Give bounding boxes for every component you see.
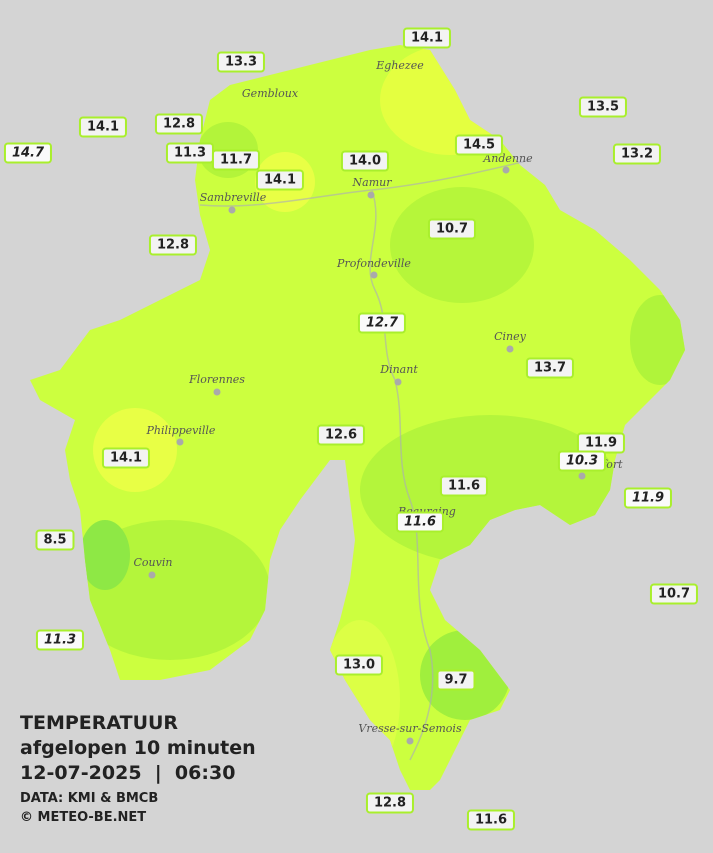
city-dot: [367, 191, 375, 199]
city-label: Namur: [352, 176, 393, 189]
city-label: Eghezee: [375, 59, 424, 72]
temperature-reading: 14.0: [340, 150, 390, 172]
city-dot: [506, 345, 514, 353]
temperature-reading: 12.8: [365, 792, 415, 814]
temperature-reading: 10.7: [649, 583, 699, 605]
city-label: Sambreville: [200, 191, 267, 204]
temperature-reading: 14.1: [402, 27, 452, 49]
temperature-reading: 11.9: [576, 432, 626, 454]
legend-source: DATA: KMI & BMCB: [20, 791, 159, 806]
cool-zone: [630, 295, 685, 385]
temperature-reading: 11.6: [395, 511, 445, 533]
legend-title: TEMPERATUUR: [20, 712, 179, 734]
city-dot: [176, 438, 184, 446]
city-dot: [502, 166, 510, 174]
temperature-reading: 14.5: [454, 134, 504, 156]
temperature-reading: 11.7: [211, 149, 261, 171]
warm-zone: [320, 620, 400, 780]
temperature-reading: 14.1: [101, 447, 151, 469]
temperature-reading: 14.1: [78, 116, 128, 138]
temperature-reading: 10.3: [557, 450, 607, 472]
cool-zone: [390, 187, 534, 303]
city-label: Philippeville: [146, 424, 216, 437]
temperature-reading: 12.7: [357, 312, 407, 334]
cities: EghezeeGemblouxAndenneNamurSambrevillePr…: [134, 59, 623, 745]
city-label: Florennes: [188, 373, 245, 386]
temperature-reading: 8.5: [35, 529, 75, 551]
cold-zone: [80, 520, 130, 590]
temperature-reading: 13.5: [578, 96, 628, 118]
city-dot: [213, 388, 221, 396]
city-dot: [370, 271, 378, 279]
legend-datetime: 12-07-2025 | 06:30: [20, 762, 236, 784]
temperature-reading: 11.6: [439, 475, 489, 497]
temperature-reading: 12.8: [154, 113, 204, 135]
legend-copyright: © METEO-BE.NET: [20, 810, 147, 825]
temperature-reading: 13.0: [334, 654, 384, 676]
temperature-reading: 12.6: [316, 424, 366, 446]
city-label: Gembloux: [242, 87, 299, 100]
river: [199, 159, 531, 761]
temperature-reading: 14.1: [255, 169, 305, 191]
temperature-reading: 11.6: [466, 809, 516, 831]
city-dot: [394, 378, 402, 386]
temperature-reading: 11.3: [165, 142, 215, 164]
temperature-reading: 12.8: [148, 234, 198, 256]
city-label: Couvin: [134, 556, 173, 569]
temperature-reading: 9.7: [436, 669, 476, 691]
temperature-reading: 13.2: [612, 143, 662, 165]
temperature-reading: 14.7: [3, 142, 53, 164]
city-label: Dinant: [379, 363, 418, 376]
city-dot: [578, 472, 586, 480]
city-dot: [406, 737, 414, 745]
city-label: Profondeville: [336, 257, 411, 270]
temperature-reading: 13.7: [525, 357, 575, 379]
city-label: Vresse-sur-Semois: [358, 722, 462, 735]
city-dot: [228, 206, 236, 214]
legend-subtitle: afgelopen 10 minuten: [20, 737, 256, 759]
temperature-reading: 11.3: [35, 629, 85, 651]
temperature-reading: 13.3: [216, 51, 266, 73]
temperature-reading: 10.7: [427, 218, 477, 240]
city-label: Ciney: [494, 330, 527, 343]
city-dot: [148, 571, 156, 579]
temperature-reading: 11.9: [623, 487, 673, 509]
